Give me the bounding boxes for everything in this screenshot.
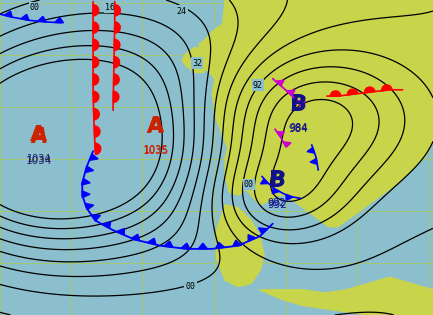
Text: B: B [291, 95, 307, 115]
Text: 992: 992 [268, 198, 286, 208]
Polygon shape [131, 234, 139, 241]
Polygon shape [93, 39, 99, 50]
Text: 92: 92 [252, 81, 263, 89]
Text: 984: 984 [289, 124, 309, 134]
Polygon shape [93, 22, 99, 33]
Polygon shape [85, 166, 94, 173]
Polygon shape [182, 47, 208, 72]
Text: 00: 00 [185, 282, 196, 291]
Polygon shape [82, 191, 90, 198]
Text: 00: 00 [244, 180, 254, 189]
Polygon shape [114, 39, 120, 50]
Text: 92: 92 [252, 81, 263, 89]
Text: 16: 16 [105, 3, 116, 12]
Polygon shape [147, 238, 156, 245]
Polygon shape [307, 148, 315, 153]
Polygon shape [216, 205, 264, 287]
Polygon shape [259, 228, 268, 234]
Polygon shape [233, 240, 242, 246]
Text: 32: 32 [192, 59, 202, 67]
Polygon shape [38, 16, 46, 22]
Polygon shape [115, 5, 120, 16]
Text: B: B [269, 171, 285, 191]
Polygon shape [93, 91, 99, 102]
Text: 1035: 1035 [144, 145, 168, 155]
Polygon shape [277, 132, 284, 137]
Polygon shape [287, 90, 295, 96]
Polygon shape [348, 89, 358, 95]
Text: A: A [148, 117, 164, 137]
Polygon shape [89, 154, 98, 160]
Polygon shape [181, 243, 190, 249]
Polygon shape [116, 228, 124, 235]
Polygon shape [102, 222, 110, 228]
Polygon shape [21, 14, 29, 20]
Polygon shape [115, 22, 120, 33]
Text: 00: 00 [244, 180, 254, 189]
Polygon shape [93, 57, 99, 68]
Polygon shape [276, 80, 284, 86]
Polygon shape [330, 91, 341, 96]
Polygon shape [114, 57, 120, 68]
Polygon shape [113, 74, 119, 85]
Polygon shape [283, 142, 291, 147]
Polygon shape [286, 195, 293, 200]
Polygon shape [95, 143, 101, 154]
Polygon shape [93, 74, 99, 85]
Polygon shape [93, 5, 99, 16]
Polygon shape [212, 0, 433, 227]
Polygon shape [113, 91, 119, 102]
Polygon shape [82, 179, 90, 185]
Polygon shape [94, 109, 99, 120]
Polygon shape [91, 215, 100, 221]
Polygon shape [225, 142, 251, 195]
Text: 1034: 1034 [27, 154, 51, 164]
Polygon shape [199, 25, 242, 88]
Polygon shape [94, 126, 100, 137]
Text: A: A [147, 116, 165, 136]
Text: 992: 992 [267, 200, 287, 210]
Polygon shape [55, 17, 64, 23]
Text: 00: 00 [29, 3, 40, 12]
Polygon shape [216, 242, 225, 249]
Text: B: B [268, 169, 286, 190]
Polygon shape [164, 241, 173, 247]
Polygon shape [85, 203, 94, 210]
Text: 1035: 1035 [143, 146, 169, 156]
Polygon shape [297, 101, 305, 106]
Text: 16: 16 [105, 3, 116, 12]
Text: 00: 00 [29, 3, 40, 12]
Polygon shape [310, 159, 317, 164]
Polygon shape [4, 11, 12, 17]
Polygon shape [261, 179, 268, 184]
Polygon shape [198, 243, 207, 249]
Text: 32: 32 [192, 59, 202, 67]
Polygon shape [365, 87, 375, 93]
Text: A: A [30, 125, 48, 146]
Polygon shape [382, 85, 392, 91]
Polygon shape [272, 188, 279, 194]
Text: 24: 24 [177, 7, 187, 15]
Text: 1034: 1034 [26, 156, 52, 166]
Polygon shape [260, 277, 433, 315]
Text: 24: 24 [177, 7, 187, 15]
Polygon shape [325, 0, 433, 69]
Text: B: B [290, 94, 307, 114]
Text: 984: 984 [290, 123, 308, 133]
Text: A: A [31, 127, 47, 147]
Polygon shape [248, 235, 256, 241]
Text: 00: 00 [185, 282, 196, 291]
